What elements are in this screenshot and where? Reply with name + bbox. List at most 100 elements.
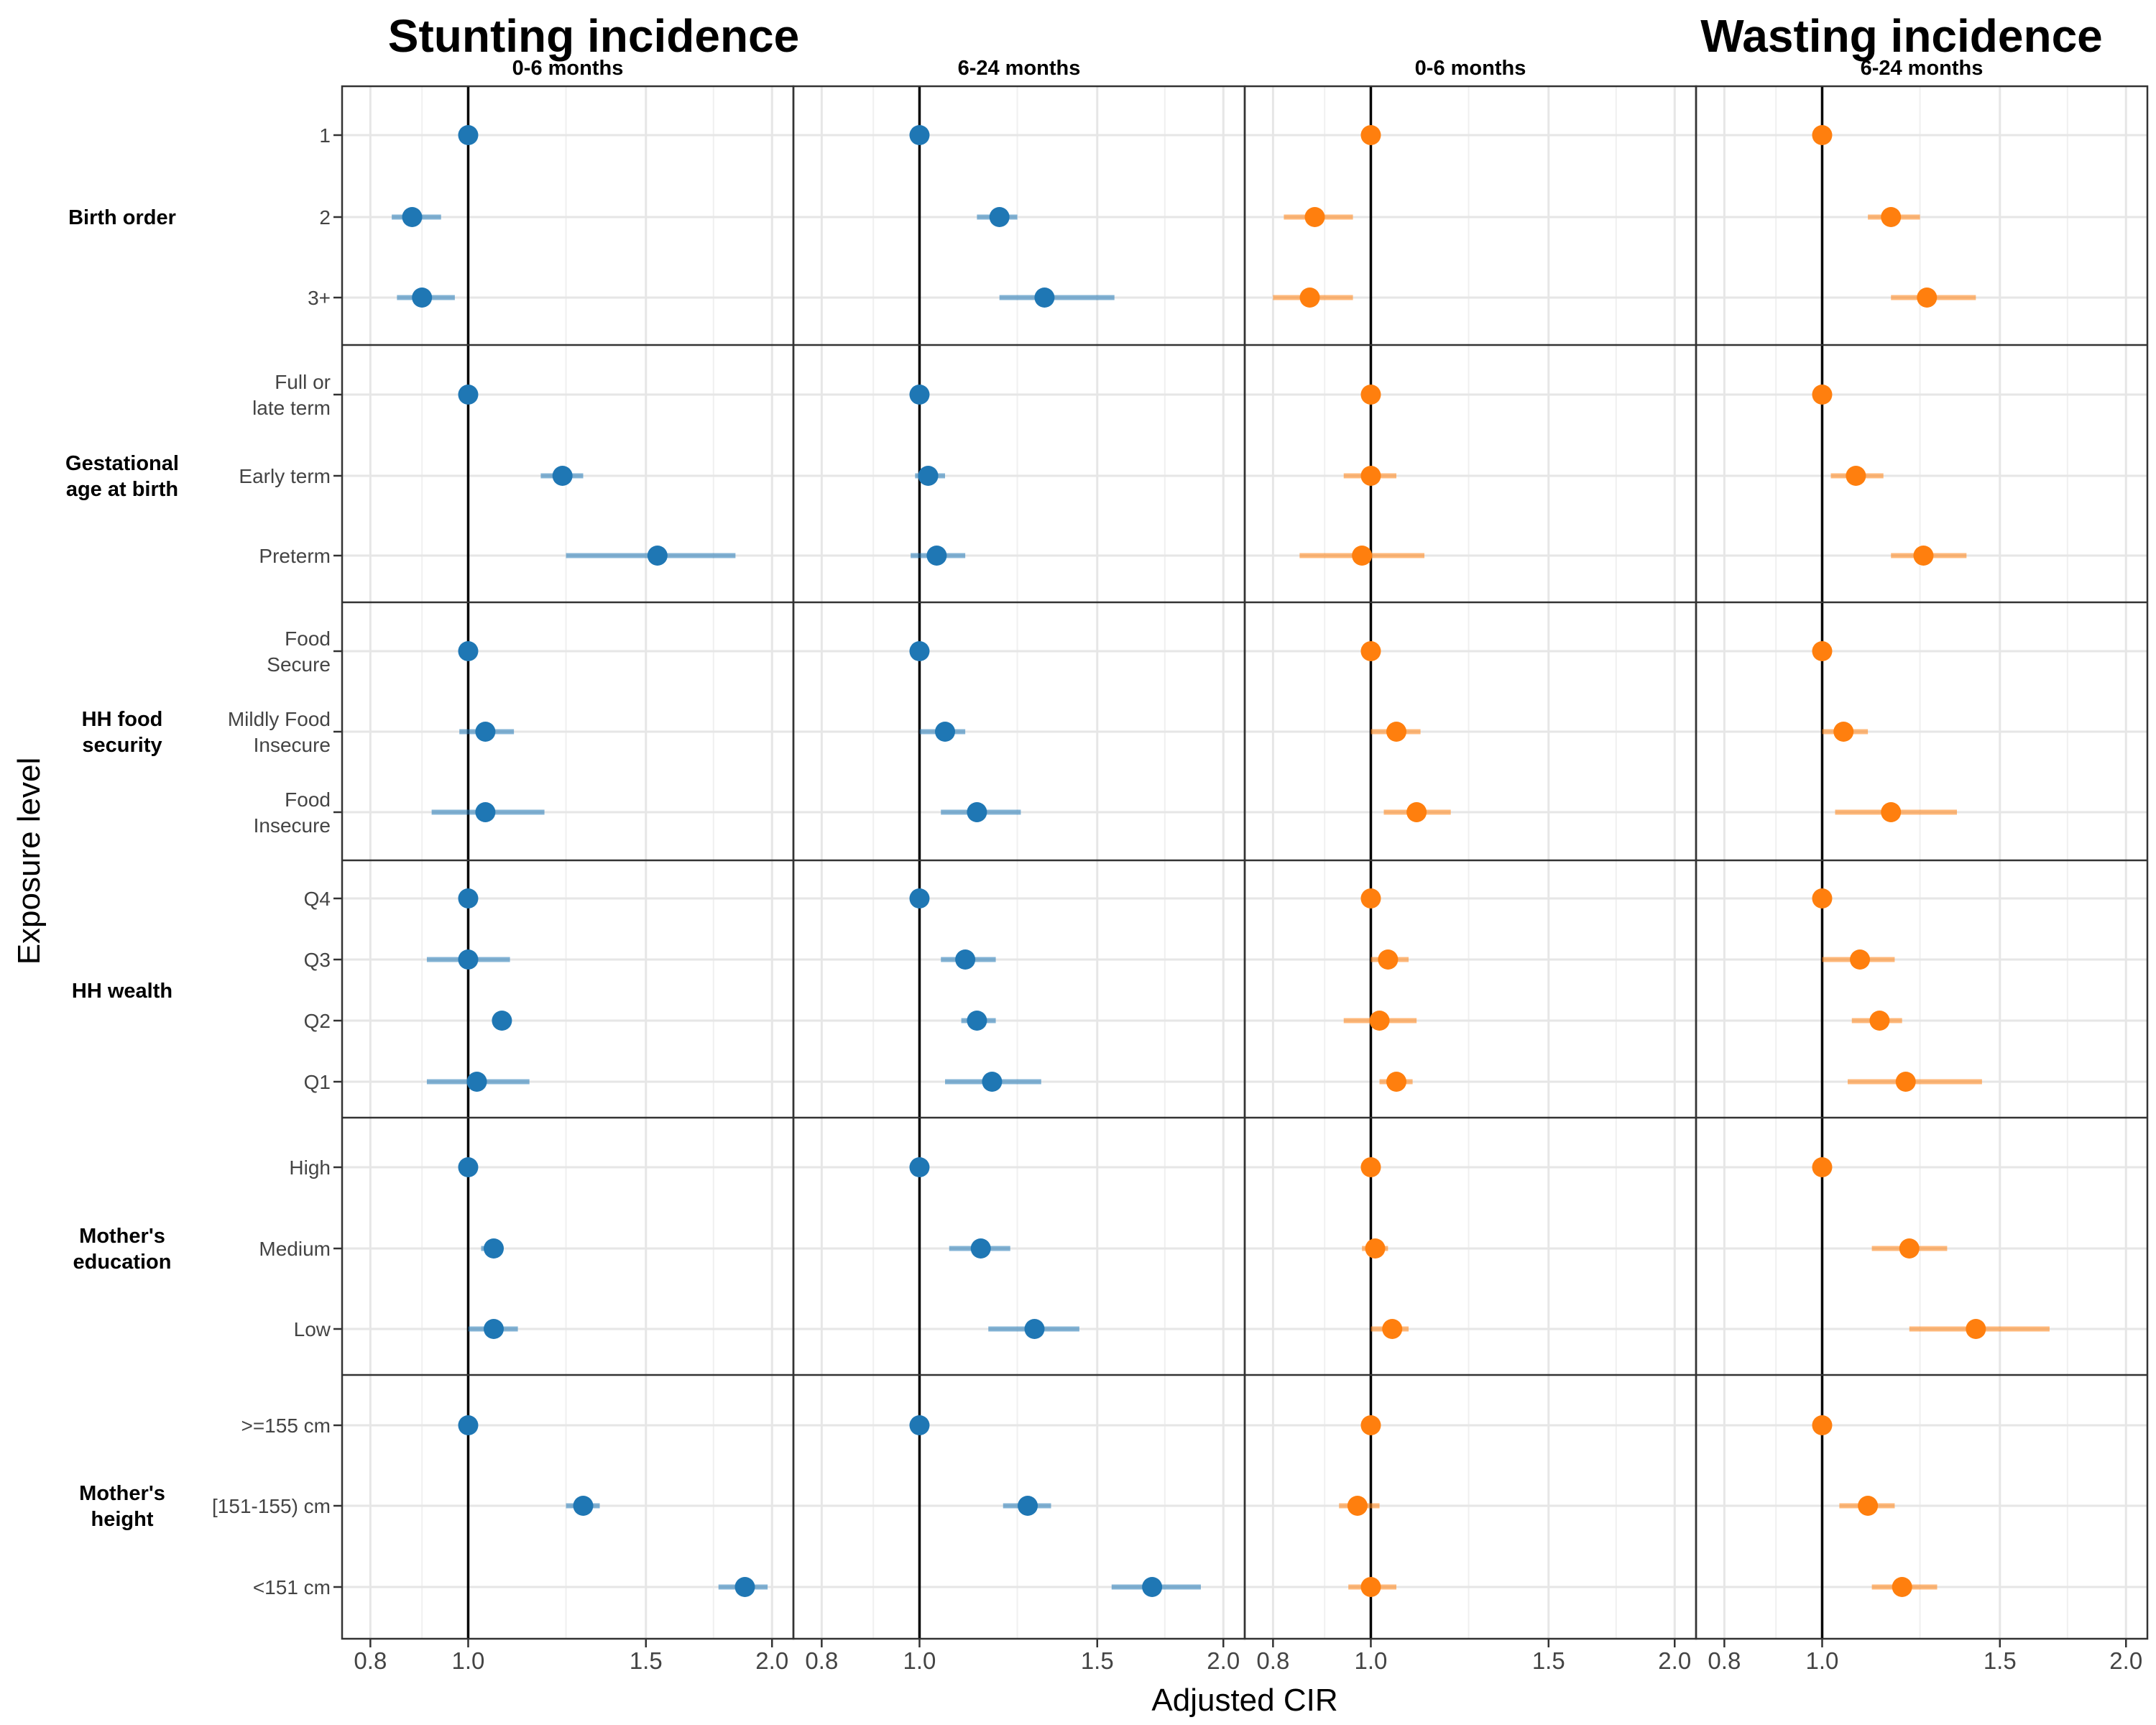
level-label: Full or late term: [252, 371, 331, 419]
group-label: Mother's height: [79, 1482, 165, 1531]
estimate-point: [1360, 125, 1381, 145]
estimate-point: [1386, 1072, 1407, 1092]
estimate-point: [1360, 1415, 1381, 1435]
level-label: Q1: [304, 1071, 331, 1093]
estimate-point: [1299, 288, 1320, 308]
x-tick-label: 1.5: [1984, 1647, 2017, 1674]
level-label: High: [289, 1156, 331, 1179]
estimate-point: [552, 466, 573, 486]
stunting-title: Stunting incidence: [388, 10, 799, 62]
estimate-point: [1347, 1496, 1368, 1516]
estimate-point: [1034, 288, 1055, 308]
estimate-point: [1360, 466, 1381, 486]
estimate-point: [970, 1238, 991, 1259]
estimate-point: [1869, 1011, 1890, 1031]
level-label: Mildly Food Insecure: [228, 708, 331, 756]
panel-border-3: [1243, 85, 1697, 1640]
group-label: Gestational age at birth: [65, 452, 179, 501]
estimate-point: [412, 288, 433, 308]
estimate-point: [1881, 207, 1902, 227]
estimate-point: [909, 385, 930, 405]
estimate-point: [1365, 1238, 1386, 1259]
panel-border-2: [792, 85, 1246, 1640]
estimate-point: [1142, 1577, 1163, 1597]
panel-strip-label: 6-24 months: [1861, 57, 1984, 80]
estimate-point: [1360, 385, 1381, 405]
panel-strip-label: 6-24 months: [958, 57, 1081, 80]
estimate-point: [909, 641, 930, 661]
x-tick-label: 2.0: [2109, 1647, 2142, 1674]
estimate-point: [1360, 888, 1381, 908]
estimate-point: [1386, 722, 1407, 742]
estimate-point: [967, 1011, 987, 1031]
y-axis-title: Exposure level: [11, 758, 47, 965]
estimate-point: [458, 641, 479, 661]
level-label: <151 cm: [253, 1576, 331, 1598]
estimate-point: [492, 1011, 512, 1031]
estimate-point: [1812, 1415, 1833, 1435]
estimate-point: [475, 802, 496, 822]
group-label: Birth order: [68, 206, 176, 229]
estimate-point: [647, 546, 668, 566]
x-tick-label: 0.8: [1256, 1647, 1289, 1674]
estimate-point: [458, 1157, 479, 1177]
level-label: Low: [294, 1318, 331, 1340]
estimate-point: [402, 207, 423, 227]
estimate-point: [1850, 949, 1871, 970]
x-tick-label: 0.8: [805, 1647, 838, 1674]
estimate-point: [1812, 385, 1833, 405]
x-tick-label: 2.0: [1207, 1647, 1240, 1674]
estimate-point: [475, 722, 496, 742]
level-label: Medium: [259, 1238, 331, 1260]
estimate-point: [1846, 466, 1866, 486]
level-label: [151-155) cm: [212, 1495, 331, 1517]
panel-border-4: [1695, 85, 2149, 1640]
level-label: Q3: [304, 949, 331, 971]
estimate-point: [1812, 1157, 1833, 1177]
estimate-point: [1858, 1496, 1879, 1516]
x-tick-label: 1.5: [1532, 1647, 1565, 1674]
level-label: 1: [319, 124, 331, 147]
x-tick-label: 1.0: [1806, 1647, 1839, 1674]
estimate-point: [967, 802, 987, 822]
estimate-point: [1899, 1238, 1920, 1259]
level-label: 2: [319, 206, 331, 229]
estimate-point: [458, 385, 479, 405]
x-tick-label: 2.0: [755, 1647, 788, 1674]
estimate-point: [1812, 641, 1833, 661]
estimate-point: [909, 888, 930, 908]
level-label: Q4: [304, 888, 331, 910]
estimate-point: [1406, 802, 1427, 822]
estimate-point: [989, 207, 1010, 227]
estimate-point: [1369, 1011, 1390, 1031]
level-label: >=155 cm: [241, 1414, 331, 1437]
x-tick-label: 1.5: [1081, 1647, 1114, 1674]
estimate-point: [734, 1577, 755, 1597]
estimate-point: [955, 949, 976, 970]
estimate-point: [1382, 1319, 1403, 1339]
group-label: Mother's education: [73, 1225, 172, 1274]
estimate-point: [458, 888, 479, 908]
estimate-point: [1892, 1577, 1912, 1597]
panel-border-1: [341, 85, 795, 1640]
estimate-point: [573, 1496, 594, 1516]
panel-strip-label: 0-6 months: [1415, 57, 1526, 80]
estimate-point: [1024, 1319, 1045, 1339]
group-label: HH food security: [82, 708, 163, 757]
estimate-point: [909, 125, 930, 145]
estimate-point: [909, 1157, 930, 1177]
estimate-point: [1352, 546, 1373, 566]
estimate-point: [1833, 722, 1854, 742]
estimate-point: [458, 125, 479, 145]
estimate-point: [1360, 1157, 1381, 1177]
estimate-point: [909, 1415, 930, 1435]
x-tick-label: 2.0: [1658, 1647, 1691, 1674]
estimate-point: [1304, 207, 1325, 227]
estimate-point: [1966, 1319, 1986, 1339]
level-label: 3+: [308, 287, 331, 309]
estimate-point: [1812, 125, 1833, 145]
estimate-point: [918, 466, 939, 486]
group-label: HH wealth: [72, 980, 172, 1003]
x-tick-label: 1.0: [452, 1647, 485, 1674]
